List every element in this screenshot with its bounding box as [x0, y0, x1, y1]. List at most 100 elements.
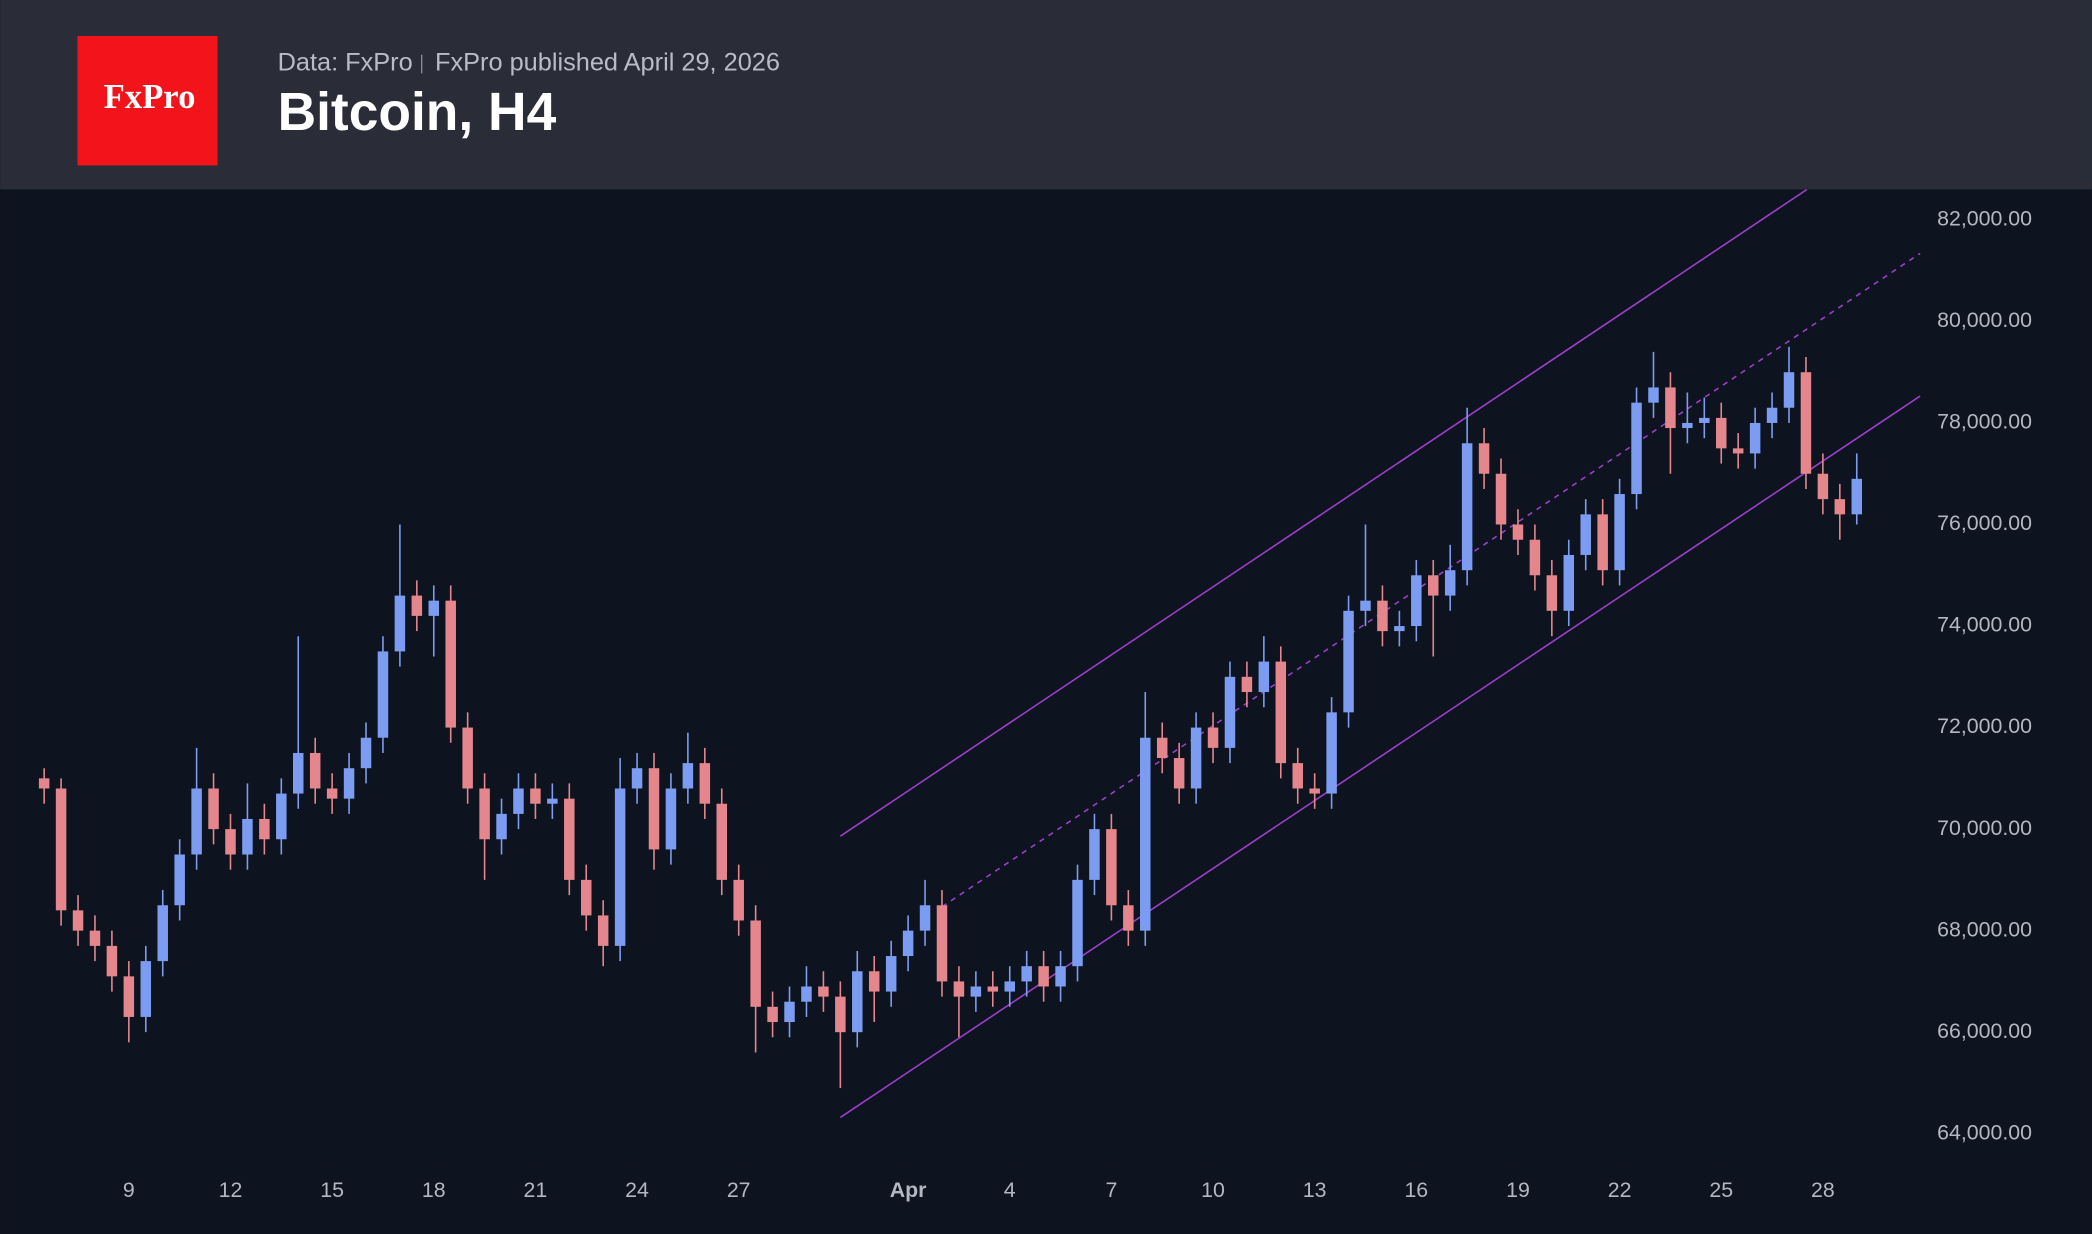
plot-area — [38, 189, 1921, 1119]
candle-body — [1241, 676, 1253, 693]
candle-body — [1258, 661, 1270, 693]
candle-body — [902, 930, 914, 957]
candle-body — [293, 752, 304, 794]
x-tick-label: 25 — [1709, 1178, 1733, 1202]
candle-body — [750, 920, 761, 1007]
candle-body — [276, 793, 287, 840]
candle-body — [1682, 422, 1693, 429]
candle-body — [1749, 422, 1761, 454]
candle-body — [1190, 727, 1202, 789]
candle-body — [597, 915, 609, 946]
candle-body — [1665, 387, 1676, 429]
candle-body — [699, 763, 711, 804]
candle-body — [784, 1001, 795, 1023]
candle-body — [479, 788, 490, 840]
axes: 82,000.00 80,000.00 78,000.00 76,000.00 74,0… — [123, 207, 2032, 1202]
x-tick-label: 19 — [1506, 1178, 1530, 1202]
candle-body — [1292, 763, 1303, 789]
candle-body — [564, 798, 575, 880]
candle-body — [225, 829, 236, 855]
candle-body — [343, 768, 355, 799]
x-tick-label: 22 — [1608, 1178, 1632, 1202]
candle-body — [1360, 600, 1371, 611]
x-tick-label: 18 — [422, 1178, 446, 1202]
candle-body — [1529, 539, 1541, 576]
x-tick-label: 12 — [219, 1178, 243, 1202]
x-tick-label: 4 — [1004, 1178, 1016, 1202]
x-tick-label: 9 — [123, 1178, 135, 1202]
candle-body — [818, 986, 829, 997]
candle-body — [1512, 524, 1524, 540]
candle-body — [513, 788, 524, 814]
candle-body — [72, 910, 84, 931]
y-tick-label: 78,000.00 — [1937, 410, 2032, 434]
candle-body — [1123, 905, 1134, 931]
candle-body — [428, 600, 440, 616]
candle-body — [1766, 407, 1778, 423]
candle-body — [1055, 966, 1066, 987]
candle-body — [682, 763, 694, 789]
candle-body — [1207, 727, 1219, 748]
candle-body — [716, 803, 728, 880]
candle-body — [1495, 473, 1507, 525]
candle-body — [1783, 372, 1795, 408]
x-tick-label: 28 — [1811, 1178, 1835, 1202]
candle-body — [1343, 610, 1354, 713]
candle-body — [462, 727, 473, 789]
candle-body — [1411, 575, 1422, 627]
candle-body — [1834, 499, 1846, 515]
candle-body — [852, 971, 863, 1033]
candle-body — [1072, 879, 1083, 967]
candle-body — [140, 961, 152, 1017]
candle-body — [1461, 443, 1473, 571]
candle-body — [1546, 575, 1558, 611]
header-bar — [0, 0, 2092, 190]
candle-body — [208, 788, 219, 830]
candle-body — [1156, 737, 1168, 759]
logo — [77, 36, 218, 166]
logo-text: FxPro — [104, 77, 196, 116]
candle-body — [1089, 829, 1100, 880]
candle-body — [1394, 626, 1405, 632]
candle-body — [411, 595, 423, 616]
x-tick-label: 7 — [1105, 1178, 1117, 1202]
candle-body — [919, 905, 931, 931]
candle-body — [1309, 788, 1320, 794]
y-tick-label: 74,000.00 — [1937, 613, 2032, 637]
x-tick-label: Apr — [890, 1178, 927, 1202]
candle-body — [1580, 514, 1591, 555]
y-tick-label: 68,000.00 — [1937, 917, 2032, 941]
candle-body — [377, 651, 389, 738]
candle-body — [547, 798, 558, 804]
source: Data: FxPro — [278, 49, 413, 77]
x-tick-label: 21 — [524, 1178, 548, 1202]
candle-body — [1021, 966, 1032, 982]
channel-line — [839, 189, 1808, 837]
candle-body — [106, 945, 118, 977]
channel-line — [839, 395, 1921, 1119]
x-tick-label: 15 — [320, 1178, 344, 1202]
candle-body — [174, 854, 185, 906]
candle-body — [326, 788, 338, 799]
candle-body — [1732, 448, 1744, 454]
candle-body — [496, 813, 507, 840]
candle-body — [1275, 661, 1287, 764]
candle-body — [665, 788, 677, 850]
candle-body — [1428, 575, 1439, 596]
candle-body — [648, 768, 660, 850]
candle-body — [394, 595, 406, 652]
candle-body — [259, 818, 270, 840]
candle-body — [970, 986, 982, 997]
candle-body — [1224, 676, 1236, 748]
candle-body — [733, 879, 744, 921]
candle-body — [123, 976, 135, 1017]
candle-body — [835, 996, 846, 1033]
x-tick-label: 27 — [727, 1178, 751, 1202]
candle-body — [242, 818, 253, 855]
candle-body — [1140, 737, 1151, 931]
candle-body — [89, 930, 101, 946]
candle-body — [1326, 712, 1337, 794]
candle-body — [1715, 417, 1727, 449]
